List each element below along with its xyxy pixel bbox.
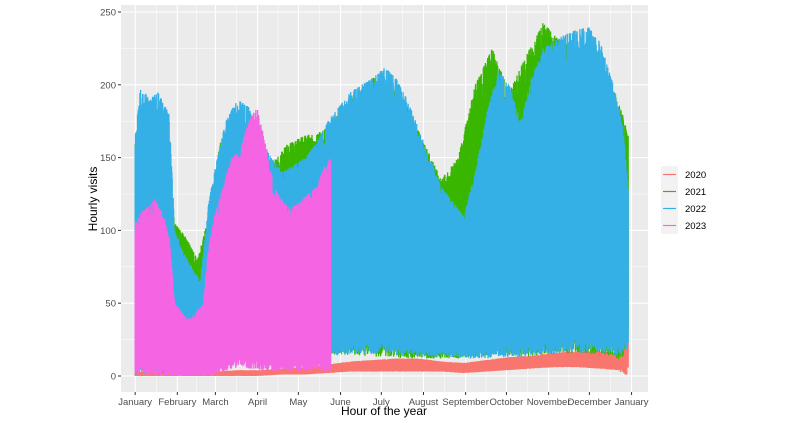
- x-tick-label: December: [567, 397, 611, 408]
- y-tick-label: 100: [100, 226, 116, 237]
- series-line-2023: [134, 109, 332, 376]
- x-tick-label: September: [442, 397, 488, 408]
- series-layer: [134, 23, 629, 376]
- y-tick-label: 200: [100, 80, 116, 91]
- x-tick-label: August: [409, 397, 439, 408]
- y-axis-title: Hourly visits: [86, 167, 100, 232]
- x-axis: January February March April May June July Augu…: [118, 392, 649, 408]
- y-tick-label: 250: [100, 8, 116, 19]
- x-tick-label: June: [330, 397, 351, 408]
- x-tick-label: January: [615, 397, 649, 408]
- y-tick-label: 50: [105, 299, 116, 310]
- x-axis-title: Hour of the year: [341, 404, 427, 418]
- y-tick-label: 150: [100, 153, 116, 164]
- series-2023: [134, 109, 332, 376]
- x-tick-label: November: [527, 397, 571, 408]
- legend-item-2022: 2022: [661, 200, 706, 217]
- x-tick-label: April: [248, 397, 267, 408]
- legend-label: 2021: [685, 187, 706, 198]
- legend-label: 2022: [685, 204, 706, 215]
- legend-item-2020: 2020: [661, 166, 706, 183]
- legend-label: 2023: [685, 221, 706, 232]
- legend: 2020 2021 2022 2023: [661, 166, 706, 234]
- x-tick-label: March: [202, 397, 228, 408]
- x-tick-label: February: [158, 397, 196, 408]
- x-tick-label: July: [373, 397, 390, 408]
- legend-item-2023: 2023: [661, 217, 706, 234]
- legend-item-2021: 2021: [661, 183, 706, 200]
- x-tick-label: May: [289, 397, 307, 408]
- legend-label: 2020: [685, 170, 706, 181]
- y-tick-label: 0: [111, 372, 116, 383]
- y-axis: 0 50 100 150 200 250: [100, 8, 121, 383]
- x-tick-label: October: [490, 397, 524, 408]
- x-tick-label: January: [118, 397, 152, 408]
